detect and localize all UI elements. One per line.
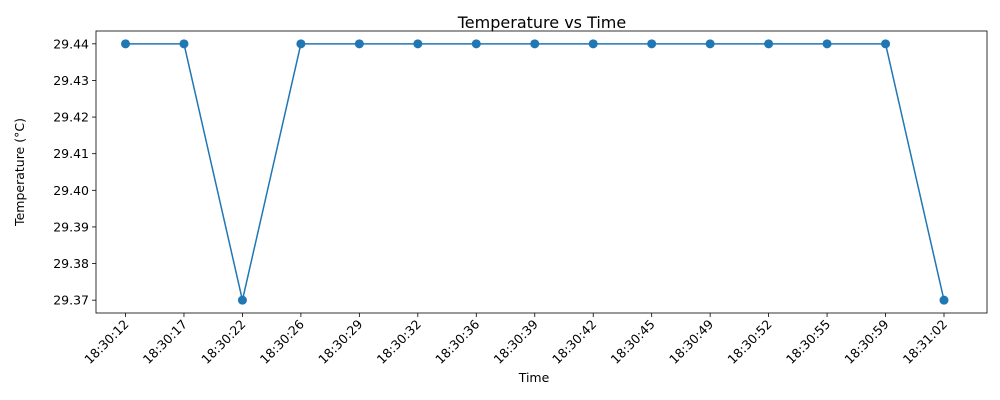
data-point xyxy=(121,39,130,49)
data-point xyxy=(354,39,364,49)
data-point xyxy=(237,295,247,305)
data-point xyxy=(881,39,891,49)
y-tick-label: 29.44 xyxy=(53,36,89,51)
data-point xyxy=(939,295,949,305)
y-tick-label: 29.42 xyxy=(53,110,89,125)
y-tick-label: 29.40 xyxy=(53,183,89,198)
data-point xyxy=(413,39,423,49)
data-point xyxy=(179,39,189,49)
y-tick-label: 29.43 xyxy=(53,73,89,88)
y-axis: 29.37 29.38 29.39 29.40 29.41 29.42 29.43 29.44 xyxy=(53,36,96,308)
data-point xyxy=(530,39,540,49)
data-point xyxy=(705,39,715,49)
data-point xyxy=(588,39,598,49)
y-tick-label: 29.37 xyxy=(53,293,89,308)
y-axis-label: Temperature (°C) xyxy=(12,118,27,227)
data-point xyxy=(764,39,774,49)
x-axis-label: Time xyxy=(518,370,550,385)
data-point xyxy=(822,39,832,49)
y-tick-label: 29.39 xyxy=(53,219,89,234)
chart-title: Temperature vs Time xyxy=(457,13,626,32)
data-point xyxy=(296,39,306,49)
data-point xyxy=(647,39,657,49)
y-tick-label: 29.41 xyxy=(53,146,89,161)
data-point xyxy=(471,39,481,49)
series-layer xyxy=(121,39,949,305)
plot-area xyxy=(95,30,988,314)
y-tick-label: 29.38 xyxy=(53,256,89,271)
